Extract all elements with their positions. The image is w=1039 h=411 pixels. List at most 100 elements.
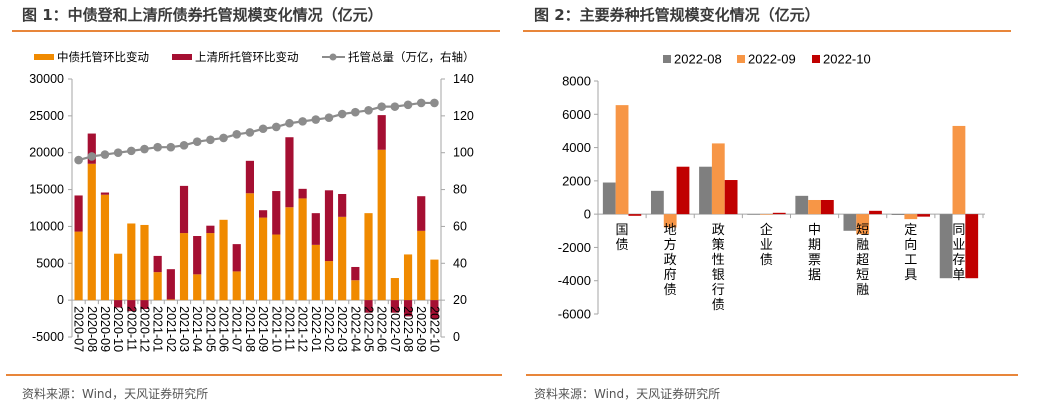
legend-label-sqs: 上清所托管环比变动 (195, 50, 299, 64)
bar-sqs (311, 213, 320, 245)
x-tick-label: 2020-12 (137, 306, 151, 352)
point-total (113, 148, 123, 158)
x-tick-label: 2021-12 (296, 306, 310, 352)
point-total (219, 133, 228, 143)
point-total (416, 98, 426, 108)
y-right-tick-label: 140 (453, 72, 474, 86)
bar-sqs (179, 185, 189, 234)
bar-2022-10 (676, 166, 690, 215)
bar-zz (206, 233, 215, 301)
bar-2022-09 (856, 214, 870, 235)
bar-2022-09 (904, 214, 918, 220)
point-total (127, 146, 136, 156)
y-right-tick-label: 20 (453, 293, 467, 307)
point-total (403, 100, 413, 110)
figure-1-title: 图 1：中债登和上清所债券托管规模变化情况（亿元） (22, 6, 383, 24)
x-tick-label: 2022-01 (309, 306, 323, 352)
x-tick-label: 地方政府债 (664, 223, 677, 298)
bar-2022-08 (891, 214, 905, 215)
y-left-tick-label: 15000 (29, 183, 64, 197)
line-total (78, 101, 435, 162)
bar-zz (417, 230, 426, 301)
y-left-tick-label: 5000 (36, 256, 64, 270)
bar-2022-10 (724, 180, 738, 215)
legend-label-zz: 中债托管环比变动 (57, 50, 149, 64)
x-tick-label: 2021-03 (177, 306, 191, 352)
legend-label-2022-10: 2022-10 (823, 52, 871, 67)
x-tick-label: 2022-09 (414, 306, 428, 352)
x-tick-label: 2020-09 (98, 306, 112, 352)
y-left-tick-label: 0 (57, 293, 64, 307)
point-total (232, 129, 242, 139)
bar-zz (127, 223, 136, 301)
bar-sqs (127, 300, 136, 312)
bar-zz (153, 272, 162, 301)
x-tick-label: 2021-05 (203, 306, 217, 352)
x-tick-label: 企业债 (760, 222, 773, 268)
bar-2022-09 (808, 199, 821, 215)
bar-zz (364, 213, 373, 301)
y-tick-label: 2000 (562, 173, 591, 188)
bar-zz (298, 198, 307, 301)
y-right-tick-label: 100 (453, 146, 474, 160)
point-total (285, 118, 294, 128)
bar-zz (351, 280, 360, 301)
bar-sqs (377, 115, 386, 150)
point-total (206, 135, 215, 145)
point-total (337, 109, 347, 119)
figure-1: 图 1：中债登和上清所债券托管规模变化情况（亿元） 中债托管环比变动 上清所托管环… (0, 0, 512, 411)
x-tick-label: 国债 (616, 223, 629, 253)
legend-swatch-2022-08 (663, 55, 671, 63)
bar-zz (219, 219, 228, 301)
bar-2022-08 (795, 195, 809, 215)
point-total (258, 124, 268, 134)
bar-zz (430, 259, 439, 301)
figure-2-chart: 2022-08 2022-09 2022-10 8000 6000 4000 2000 0 -2… (558, 52, 985, 322)
bar-sqs (298, 188, 307, 199)
point-total (140, 144, 149, 154)
bar-2022-09 (711, 143, 725, 215)
point-total (351, 107, 360, 117)
bar-2022-08 (843, 214, 857, 231)
bar-zz (193, 274, 202, 301)
bar-2022-09 (615, 105, 629, 215)
x-tick-label: 2020-11 (124, 306, 138, 351)
bar-sqs (272, 191, 281, 235)
bar-zz (114, 253, 123, 301)
legend-swatch-sqs (172, 54, 192, 60)
x-tick-label: 2021-11 (282, 306, 296, 351)
bar-sqs (140, 300, 149, 309)
point-total (324, 113, 334, 122)
bar-2022-08 (650, 190, 664, 215)
bar-2022-08 (939, 214, 953, 279)
x-tick-label: 2021-08 (243, 306, 257, 352)
bar-sqs (324, 190, 334, 262)
legend-marker-total (329, 53, 337, 61)
bar-sqs (430, 300, 439, 319)
point-total (192, 137, 202, 146)
legend-label-2022-09: 2022-09 (748, 52, 796, 67)
point-total (364, 106, 373, 115)
y-right-tick-label: 120 (453, 109, 474, 123)
figure-2-bottom-rule (526, 374, 1018, 376)
y-left-tick-label: 25000 (29, 109, 64, 123)
figure-1-top-rule (12, 30, 500, 32)
x-tick-label: 定向工具 (904, 223, 917, 283)
bar-zz (311, 244, 320, 301)
bar-sqs (364, 300, 373, 313)
bar-sqs (114, 300, 123, 308)
bar-sqs (390, 300, 399, 313)
y-left-tick-label: -5000 (32, 330, 64, 344)
x-tick-label: 2022-07 (388, 306, 402, 352)
point-total (100, 150, 110, 159)
x-tick-label: 政策性银行债 (712, 223, 725, 313)
x-tick-label: 2020-07 (72, 306, 86, 352)
bar-zz (179, 233, 189, 301)
y-tick-label: 6000 (562, 107, 591, 122)
x-tick-label: 2022-04 (348, 306, 362, 352)
bar-zz (259, 217, 268, 301)
y-tick-label: -2000 (558, 240, 591, 255)
point-total (390, 102, 400, 111)
figure-2-source: 资料来源：Wind，天风证券研究所 (534, 387, 721, 401)
bar-zz (285, 207, 294, 301)
